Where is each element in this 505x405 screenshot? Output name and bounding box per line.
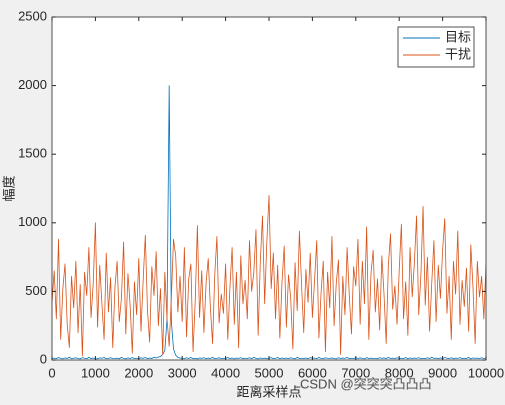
legend-box [397, 26, 475, 68]
y-tick-label: 0 [40, 351, 47, 366]
y-tick-label: 1500 [18, 146, 47, 161]
x-tick-label: 3000 [168, 365, 197, 380]
x-tick-label: 7000 [341, 365, 370, 380]
legend-label: 干扰 [445, 46, 471, 61]
x-tick-label: 4000 [211, 365, 240, 380]
x-tick-label: 0 [48, 365, 55, 380]
x-tick-label: 8000 [385, 365, 414, 380]
plot-area [52, 17, 486, 360]
x-tick-label: 6000 [298, 365, 327, 380]
x-tick-label: 1000 [81, 365, 110, 380]
x-axis-label: 距离采样点 [236, 384, 301, 399]
x-tick-label: 5000 [255, 365, 284, 380]
y-tick-label: 1000 [18, 214, 47, 229]
x-tick-label: 9000 [428, 365, 457, 380]
y-tick-label: 500 [25, 283, 47, 298]
y-tick-label: 2000 [18, 77, 47, 92]
y-tick-label: 2500 [18, 8, 47, 23]
y-axis-label: 幅度 [1, 175, 16, 201]
watermark: CSDN @突突突凸凸凸 [300, 376, 432, 391]
legend-label: 目标 [445, 29, 471, 44]
data-line [52, 194, 486, 357]
x-tick-label: 2000 [124, 365, 153, 380]
x-tick-label: 10000 [468, 365, 504, 380]
